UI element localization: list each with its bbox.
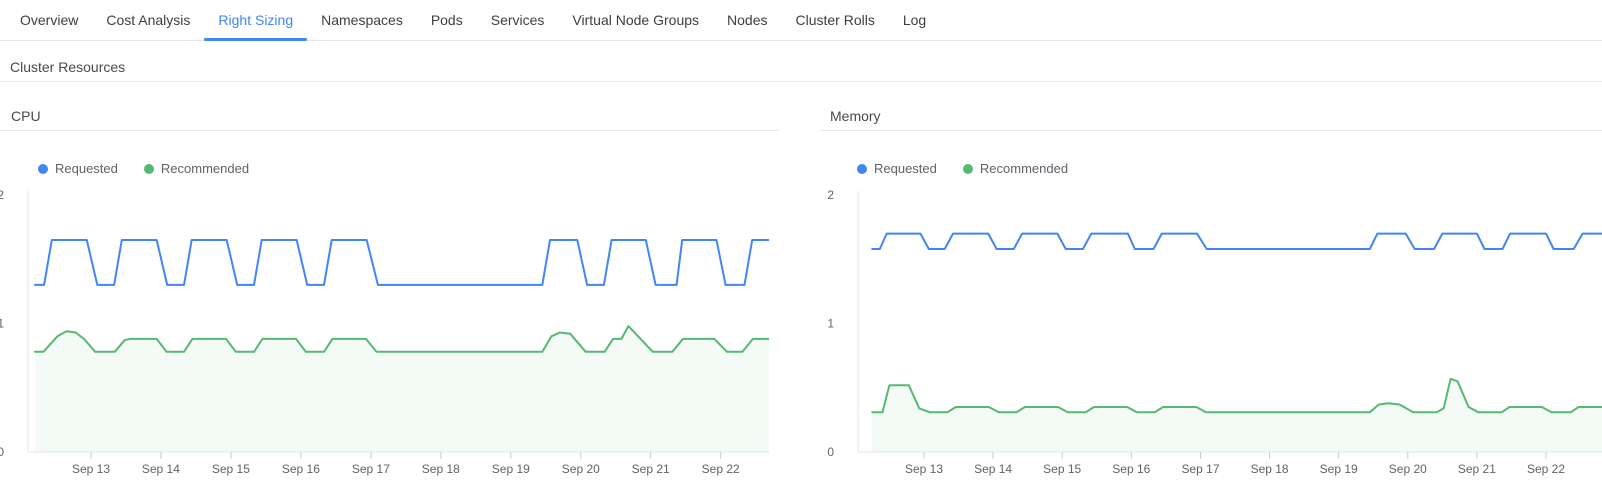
legend-dot-icon <box>962 163 973 174</box>
memory-chart-title: Memory <box>819 82 1602 131</box>
x-tick-label: Sep 22 <box>702 462 740 476</box>
cpu-recommended-area <box>35 326 769 452</box>
memory-recommended-line <box>871 377 1602 414</box>
legend-dot-icon <box>38 163 48 174</box>
x-tick-label: Sep 21 <box>1458 462 1496 476</box>
tab-cluster-rolls[interactable]: Cluster Rolls <box>795 12 875 28</box>
legend-label: Recommended <box>160 161 250 176</box>
tab-right-sizing[interactable]: Right Sizing <box>204 0 307 41</box>
x-tick-label: Sep 13 <box>72 462 110 476</box>
y-tick-label: 0 <box>0 445 4 459</box>
cpu-recommended-line <box>34 325 769 353</box>
tab-cost-analysis[interactable]: Cost Analysis <box>106 12 191 28</box>
tab-overview[interactable]: Overview <box>20 12 79 28</box>
x-tick-label: Sep 20 <box>1389 462 1427 476</box>
y-tick-label: 0 <box>827 445 834 459</box>
y-tick-label: 1 <box>0 317 4 331</box>
tab-nodes[interactable]: Nodes <box>727 12 768 28</box>
legend-item-requested[interactable]: Requested <box>38 161 118 176</box>
tab-services[interactable]: Services <box>490 12 545 28</box>
cpu-requested-line <box>34 239 769 286</box>
x-tick-label: Sep 21 <box>632 462 670 476</box>
x-tick-label: Sep 19 <box>492 462 530 476</box>
x-tick-label: Sep 17 <box>352 462 390 476</box>
x-tick-label: Sep 14 <box>974 462 1012 476</box>
legend-dot-icon <box>857 163 867 174</box>
y-tick-label: 2 <box>827 188 834 202</box>
x-tick-label: Sep 22 <box>1527 462 1565 476</box>
legend-label: Recommended <box>979 161 1069 176</box>
cpu-chart: 0 1 2 Sep 13 Sep 14 Sep 15 Sep 16 Sep 17 Sep 18 S… <box>0 188 769 476</box>
cpu-panel: CPU Requested Recommended 0 1 2 Sep 13 Sep 14… <box>0 82 779 488</box>
x-tick-label: Sep 18 <box>1251 462 1289 476</box>
legend-label: Requested <box>55 161 118 176</box>
y-tick-label: 1 <box>827 317 834 331</box>
x-tick-label: Sep 16 <box>282 462 320 476</box>
memory-recommended-area <box>872 378 1602 452</box>
legend-dot-icon <box>143 163 154 174</box>
x-tick-label: Sep 15 <box>1043 462 1081 476</box>
charts-row: CPU Requested Recommended 0 1 2 Sep 13 Sep 14… <box>0 82 1602 488</box>
cpu-legend: Requested Recommended <box>38 161 779 176</box>
legend-item-recommended[interactable]: Recommended <box>143 161 250 176</box>
memory-panel: Memory Requested Recommended 0 1 2 Sep 13 Sep… <box>819 82 1602 488</box>
section-header: Cluster Resources <box>0 41 1602 82</box>
legend-item-requested[interactable]: Requested <box>857 161 937 176</box>
legend-label: Requested <box>874 161 937 176</box>
x-tick-label: Sep 15 <box>212 462 250 476</box>
legend-item-recommended[interactable]: Recommended <box>962 161 1069 176</box>
x-tick-label: Sep 18 <box>422 462 460 476</box>
x-tick-label: Sep 14 <box>142 462 180 476</box>
tab-pods[interactable]: Pods <box>430 12 463 28</box>
x-tick-label: Sep 19 <box>1320 462 1358 476</box>
y-tick-label: 2 <box>0 188 4 202</box>
x-tick-label: Sep 20 <box>562 462 600 476</box>
memory-requested-line <box>871 232 1602 250</box>
tab-virtual-node-groups[interactable]: Virtual Node Groups <box>572 12 700 28</box>
x-tick-label: Sep 13 <box>905 462 943 476</box>
tab-log[interactable]: Log <box>902 12 927 28</box>
tab-namespaces[interactable]: Namespaces <box>321 12 403 28</box>
x-tick-label: Sep 17 <box>1181 462 1219 476</box>
memory-legend: Requested Recommended <box>857 161 1602 176</box>
memory-chart: 0 1 2 Sep 13 Sep 14 Sep 15 Sep 16 Sep 17 Sep 18 S… <box>827 188 1602 476</box>
x-tick-label: Sep 16 <box>1112 462 1150 476</box>
cpu-chart-title: CPU <box>0 82 779 131</box>
tab-bar: Overview Cost Analysis Right Sizing Namespa… <box>0 0 1602 41</box>
section-title: Cluster Resources <box>10 59 126 75</box>
